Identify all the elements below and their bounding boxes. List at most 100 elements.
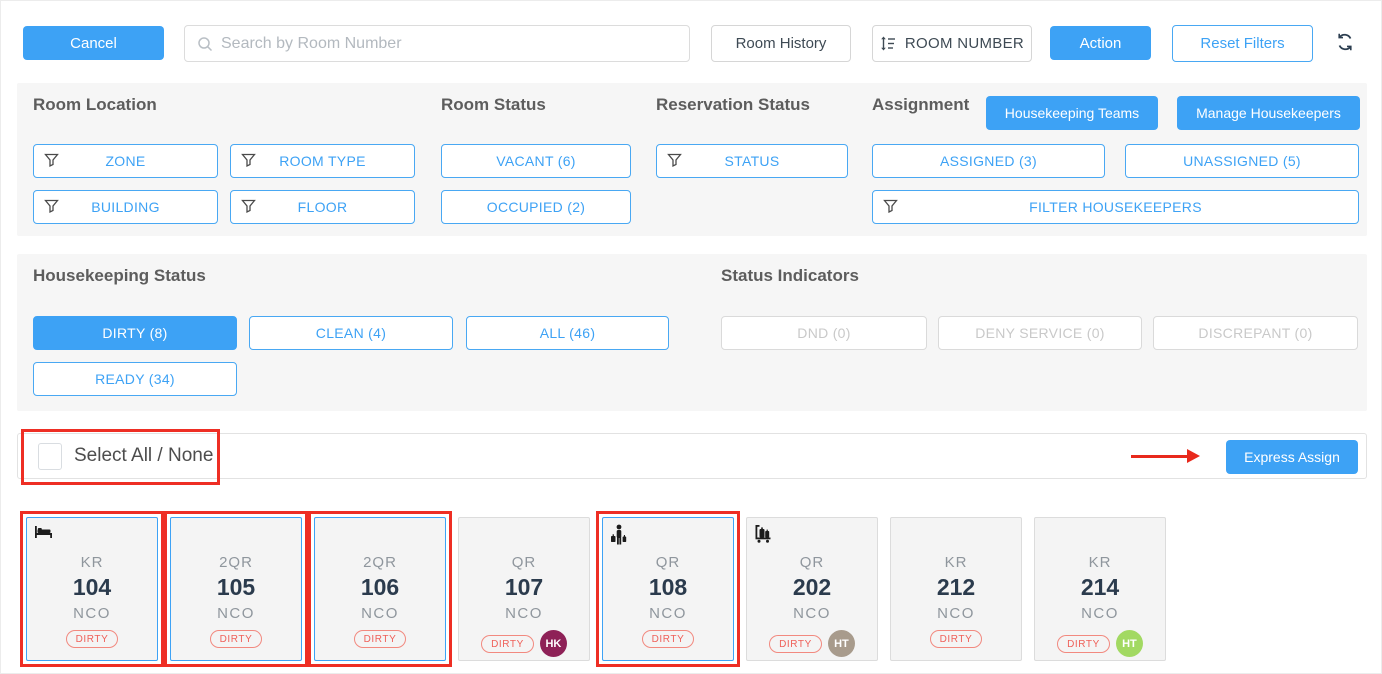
room-number: 105 [216, 574, 256, 600]
room-number: 214 [1080, 574, 1120, 600]
assigned-filter-button[interactable]: ASSIGNED (3) [872, 144, 1105, 178]
search-icon [197, 36, 213, 52]
building-filter-label: BUILDING [91, 199, 160, 215]
room-number: 108 [648, 574, 688, 600]
refresh-icon[interactable] [1335, 32, 1355, 57]
funnel-icon [241, 153, 256, 171]
dirty-status-badge: DIRTY [481, 634, 534, 653]
room-number: 212 [936, 574, 976, 600]
room-type: KR [80, 554, 104, 571]
dirty-status-badge: DIRTY [209, 630, 263, 648]
dirty-status-badge: DIRTY [769, 634, 822, 653]
dirty-status-badge: DIRTY [641, 630, 695, 648]
funnel-icon [883, 199, 898, 217]
room-card-105[interactable]: 2QR 105 NCO DIRTY [164, 511, 308, 667]
room-card-212[interactable]: KR 212 NCO DIRTY [890, 517, 1022, 661]
floor-filter-button[interactable]: FLOOR [230, 190, 415, 224]
filter-housekeepers-label: FILTER HOUSEKEEPERS [1029, 199, 1202, 215]
room-number: 202 [792, 574, 832, 600]
room-status-heading: Room Status [441, 95, 546, 114]
all-filter-button[interactable]: ALL (46) [466, 316, 669, 350]
floor-filter-label: FLOOR [297, 199, 348, 215]
guest-luggage-icon [610, 524, 627, 550]
clean-filter-button[interactable]: CLEAN (4) [249, 316, 453, 350]
reservation-status: NCO [937, 605, 975, 622]
room-search-box[interactable] [184, 25, 690, 62]
funnel-icon [44, 153, 59, 171]
room-type: QR [655, 554, 681, 571]
select-bar: Select All / None Express Assign [17, 433, 1367, 479]
room-card-106[interactable]: 2QR 106 NCO DIRTY [308, 511, 452, 667]
housekeeper-badge: HK [539, 630, 567, 657]
status-filter-label: STATUS [724, 153, 780, 169]
room-number: 106 [360, 574, 400, 600]
room-card-107[interactable]: QR 107 NCO DIRTY HK [458, 517, 590, 661]
room-type: QR [511, 554, 537, 571]
reservation-status: NCO [793, 605, 831, 622]
action-button[interactable]: Action [1050, 26, 1151, 60]
funnel-icon [44, 199, 59, 217]
housekeeper-badge: HT [827, 630, 855, 657]
room-card-202[interactable]: QR 202 NCO DIRTY HT [746, 517, 878, 661]
reservation-status: NCO [1081, 605, 1119, 622]
room-type: 2QR [363, 554, 397, 571]
dnd-filter-button[interactable]: DND (0) [721, 316, 927, 350]
select-all-checkbox[interactable] [38, 443, 62, 470]
manage-housekeepers-button[interactable]: Manage Housekeepers [1177, 96, 1360, 130]
cancel-button[interactable]: Cancel [23, 26, 164, 60]
filter-housekeepers-button[interactable]: FILTER HOUSEKEEPERS [872, 190, 1359, 224]
reservation-status: NCO [361, 605, 399, 622]
unassigned-filter-button[interactable]: UNASSIGNED (5) [1125, 144, 1359, 178]
room-card-214[interactable]: KR 214 NCO DIRTY HT [1034, 517, 1166, 661]
building-filter-button[interactable]: BUILDING [33, 190, 218, 224]
status-indicators-heading: Status Indicators [721, 266, 859, 285]
room-type: KR [1088, 554, 1112, 571]
select-all-label: Select All / None [74, 445, 214, 466]
dirty-status-badge: DIRTY [929, 630, 983, 648]
reservation-status: NCO [73, 605, 111, 622]
housekeeper-badge: HT [1115, 630, 1143, 657]
luggage-cart-icon [754, 524, 773, 548]
reservation-status: NCO [217, 605, 255, 622]
room-history-button[interactable]: Room History [711, 25, 851, 62]
zone-filter-button[interactable]: ZONE [33, 144, 218, 178]
housekeeping-status-heading: Housekeeping Status [33, 266, 206, 285]
funnel-icon [241, 199, 256, 217]
room-location-heading: Room Location [33, 95, 157, 114]
housekeeping-teams-button[interactable]: Housekeeping Teams [986, 96, 1158, 130]
vacant-filter-button[interactable]: VACANT (6) [441, 144, 631, 178]
housekeeping-status-panel: Housekeeping Status Status Indicators DI… [17, 254, 1367, 411]
room-type-filter-label: ROOM TYPE [279, 153, 366, 169]
assignment-heading: Assignment [872, 95, 970, 114]
occupied-filter-button[interactable]: OCCUPIED (2) [441, 190, 631, 224]
discrepant-filter-button[interactable]: DISCREPANT (0) [1153, 316, 1358, 350]
room-type: KR [944, 554, 968, 571]
dirty-filter-button[interactable]: DIRTY (8) [33, 316, 237, 350]
reset-filters-button[interactable]: Reset Filters [1172, 25, 1313, 62]
dirty-status-badge: DIRTY [1057, 634, 1110, 653]
room-type: QR [799, 554, 825, 571]
room-type-filter-button[interactable]: ROOM TYPE [230, 144, 415, 178]
search-input[interactable] [221, 34, 677, 53]
reservation-status: NCO [505, 605, 543, 622]
sort-icon [880, 35, 897, 52]
room-type: 2QR [219, 554, 253, 571]
filter-panel: Room Location Room Status Reservation St… [17, 83, 1367, 236]
zone-filter-label: ZONE [105, 153, 146, 169]
reservation-status: NCO [649, 605, 687, 622]
ready-filter-button[interactable]: READY (34) [33, 362, 237, 396]
sort-by-button[interactable]: ROOM NUMBER [872, 25, 1032, 62]
express-assign-button[interactable]: Express Assign [1226, 440, 1358, 474]
dirty-status-badge: DIRTY [353, 630, 407, 648]
status-filter-button[interactable]: STATUS [656, 144, 848, 178]
room-card-108[interactable]: QR 108 NCO DIRTY [596, 511, 740, 667]
room-card-104[interactable]: KR 104 NCO DIRTY [20, 511, 164, 667]
funnel-icon [667, 153, 682, 171]
dirty-status-badge: DIRTY [65, 630, 119, 648]
reservation-status-heading: Reservation Status [656, 95, 810, 114]
deny-service-filter-button[interactable]: DENY SERVICE (0) [938, 316, 1142, 350]
bed-icon [34, 524, 53, 544]
sort-label: ROOM NUMBER [904, 35, 1025, 52]
room-number: 107 [504, 574, 544, 600]
room-number: 104 [72, 574, 112, 600]
